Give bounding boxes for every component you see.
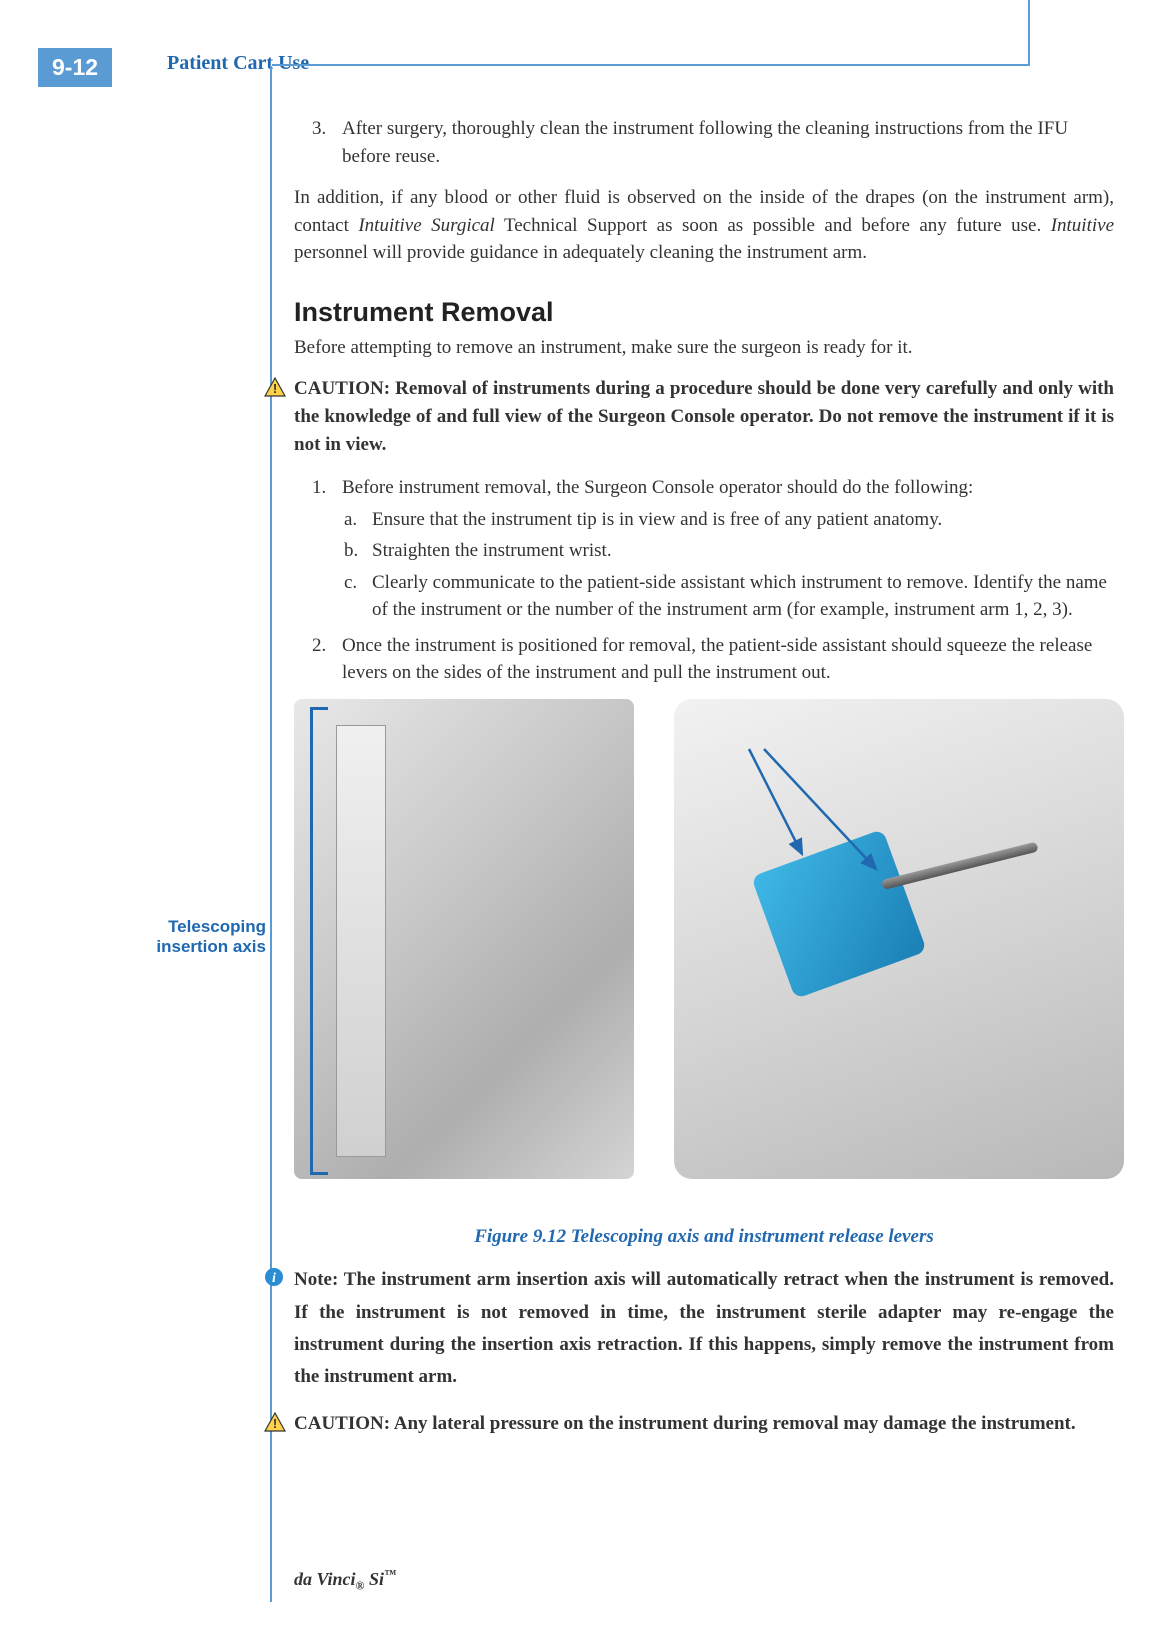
figure-image-left [294,699,634,1179]
heading-subtitle: Before attempting to remove an instrumen… [294,334,1114,362]
label-line: Telescoping [156,917,266,937]
page-number-tab: 9-12 [38,48,112,87]
ordered-list-continued: 3. After surgery, thoroughly clean the i… [294,115,1114,170]
list-item: 1. Before instrument removal, the Surgeo… [342,474,1114,624]
list-marker: a. [344,506,357,534]
list-text: Once the instrument is positioned for re… [342,635,1092,684]
label-line: insertion axis [156,937,266,957]
page-content: 3. After surgery, thoroughly clean the i… [294,115,1114,1453]
list-item: b.Straighten the instrument wrist. [372,537,1114,565]
info-icon: i [264,1266,284,1298]
svg-text:!: ! [273,1416,277,1431]
bracket-indicator [310,707,328,1175]
text-run: Technical Support as soon as possible an… [495,215,1051,236]
svg-text:i: i [272,1271,276,1286]
footer-brand: da Vinci® Si™ [294,1567,396,1594]
margin-rule-top [1028,0,1030,66]
list-text: Before instrument removal, the Surgeon C… [342,477,973,498]
figure-label-left: Telescoping insertion axis [156,917,266,958]
note-prefix: Note: [294,1269,344,1290]
note-callout: i Note: The instrument arm insertion axi… [294,1264,1114,1393]
figure: Telescoping insertion axis Instrument re… [274,699,1134,1219]
ordered-list: 1. Before instrument removal, the Surgeo… [294,474,1114,687]
figure-image-right [674,699,1124,1179]
list-marker: 1. [312,474,326,502]
list-marker: c. [344,569,357,597]
list-item: 2. Once the instrument is positioned for… [342,632,1114,687]
caution-callout: ! CAUTION: Removal of instruments during… [294,375,1114,458]
warning-icon: ! [264,1412,286,1441]
list-item: a.Ensure that the instrument tip is in v… [372,506,1114,534]
heading-instrument-removal: Instrument Removal [294,293,1114,332]
text-run: personnel will provide guidance in adequ… [294,242,867,263]
paragraph: In addition, if any blood or other fluid… [294,184,1114,267]
caution-body: Removal of instruments during a procedur… [294,378,1114,454]
list-item: c.Clearly communicate to the patient-sid… [372,569,1114,624]
italic-text: Intuitive [1051,215,1114,236]
caution-text: CAUTION: Removal of instruments during a… [294,378,1114,454]
trademark: ™ [384,1567,396,1581]
caution-callout: ! CAUTION: Any lateral pressure on the i… [294,1410,1114,1438]
caution-text: CAUTION: Any lateral pressure on the ins… [294,1413,1076,1434]
caution-prefix: CAUTION: [294,378,395,399]
brand-name: da Vinci [294,1569,356,1589]
margin-rule-join [272,64,1030,66]
italic-text: Intuitive Surgical [358,215,494,236]
list-marker: b. [344,537,358,565]
list-marker: 2. [312,632,326,660]
caution-body: Any lateral pressure on the instrument d… [394,1413,1076,1434]
caution-prefix: CAUTION: [294,1413,394,1434]
figure-caption: Figure 9.12 Telescoping axis and instrum… [294,1223,1114,1251]
list-text: Ensure that the instrument tip is in vie… [372,509,942,530]
note-body: The instrument arm insertion axis will a… [294,1269,1114,1387]
arrow-indicators [694,739,914,939]
list-text: Clearly communicate to the patient-side … [372,572,1107,621]
list-item: 3. After surgery, thoroughly clean the i… [342,115,1114,170]
nested-list: a. Ensure that the instrument tip is in v… [342,506,1114,624]
model-name: Si [364,1569,384,1589]
list-text: After surgery, thoroughly clean the inst… [342,118,1068,167]
list-marker: 3. [312,115,326,143]
svg-text:!: ! [273,381,277,396]
list-text: Straighten the instrument wrist. [372,540,612,561]
margin-rule-side [270,66,272,1602]
warning-icon: ! [264,377,286,406]
